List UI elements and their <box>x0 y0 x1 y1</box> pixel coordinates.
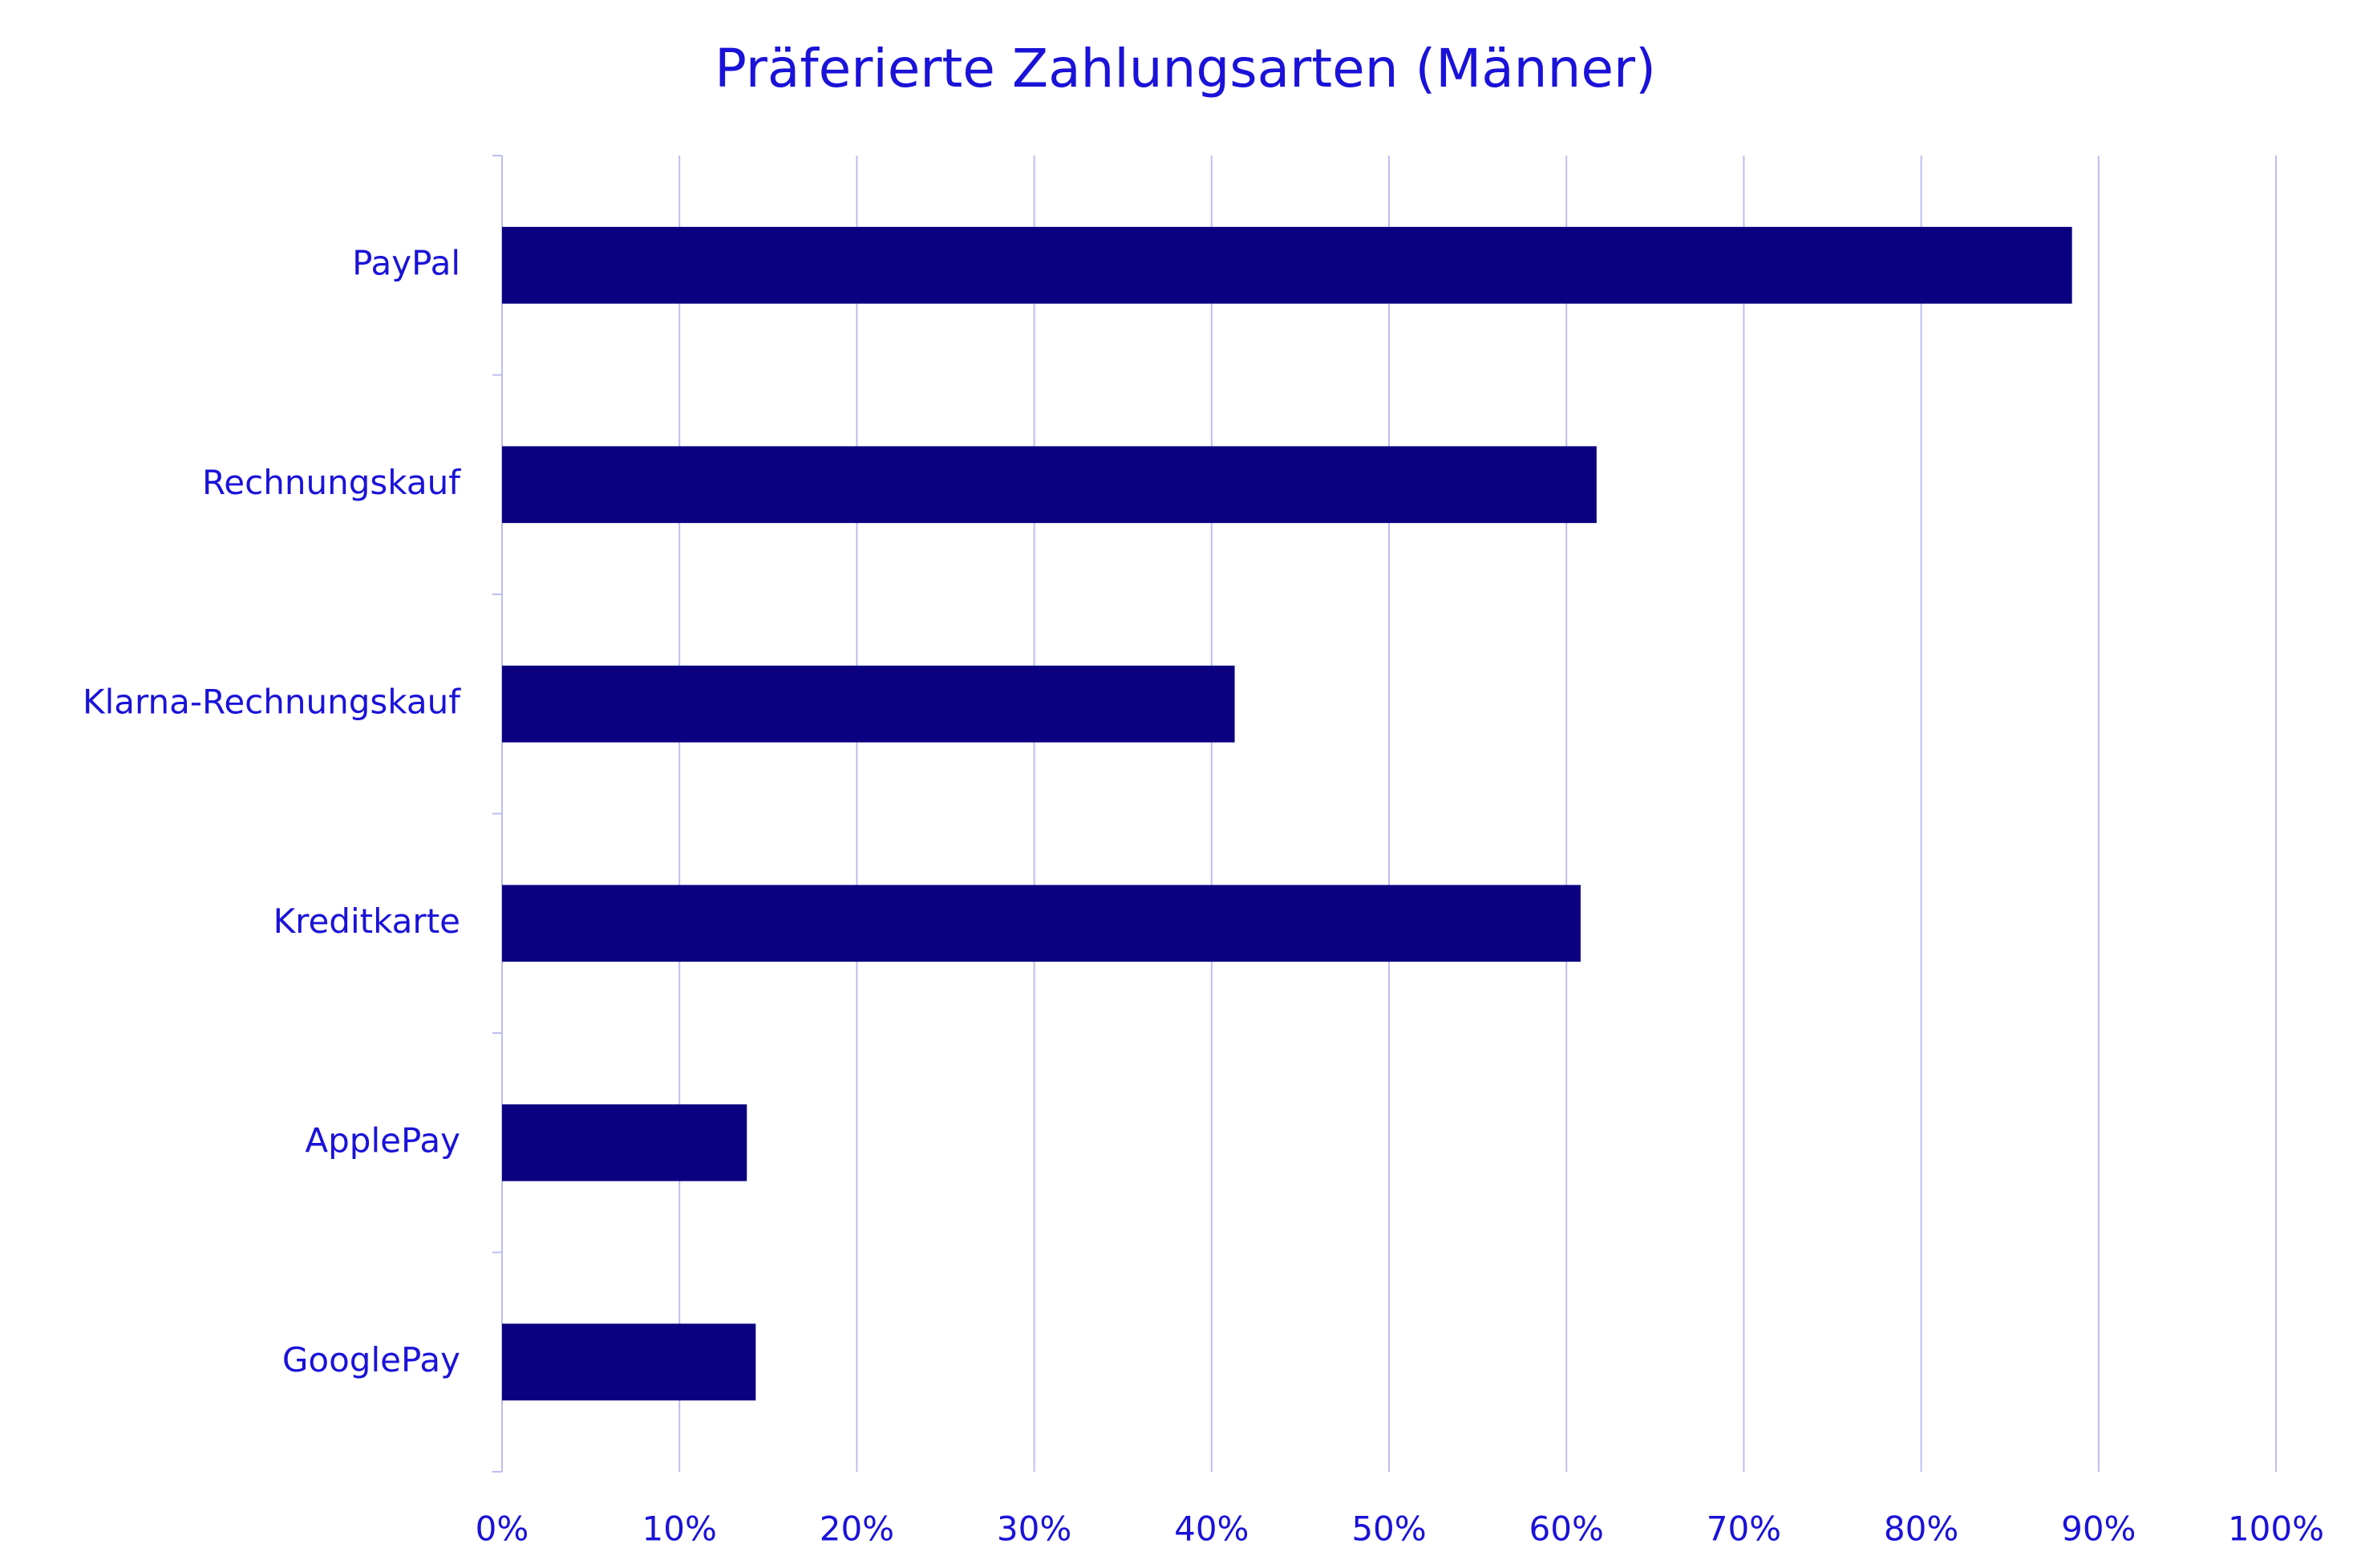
y-tick-label: ApplePay <box>305 1120 460 1160</box>
y-tick-label: PayPal <box>352 243 460 282</box>
y-tick-label: Klarna-Rechnungskauf <box>83 682 461 721</box>
y-tick-label: Rechnungskauf <box>202 463 461 502</box>
y-tick-label: Kreditkarte <box>273 901 460 941</box>
x-tick-label: 80% <box>1884 1509 1958 1549</box>
bar <box>502 665 1235 743</box>
bar <box>502 226 2072 304</box>
x-tick-label: 30% <box>997 1509 1071 1549</box>
x-tick-label: 50% <box>1351 1509 1426 1549</box>
bar <box>502 1104 747 1181</box>
x-tick-label: 90% <box>2061 1509 2136 1549</box>
x-tick-label: 60% <box>1529 1509 1604 1549</box>
chart-title: Präferierte Zahlungsarten (Männer) <box>715 38 1656 99</box>
x-tick-label: 10% <box>642 1509 717 1549</box>
bar <box>502 885 1581 962</box>
x-tick-label: 0% <box>476 1509 529 1549</box>
x-tick-label: 40% <box>1174 1509 1249 1549</box>
bar <box>502 1323 756 1401</box>
x-tick-label: 20% <box>820 1509 894 1549</box>
x-tick-label: 70% <box>1707 1509 1781 1549</box>
x-tick-label: 100% <box>2228 1509 2324 1549</box>
y-tick-label: GooglePay <box>282 1340 460 1380</box>
bar <box>502 446 1597 524</box>
